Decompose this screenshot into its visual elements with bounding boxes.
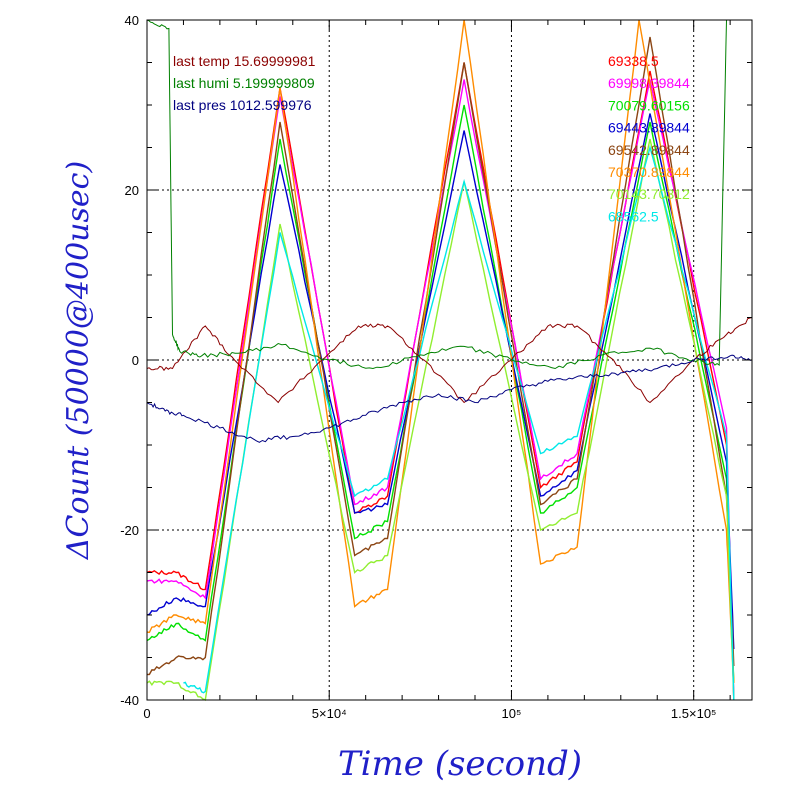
y-tick-label: 40 xyxy=(125,13,139,28)
legend-entry: 69542.89844 xyxy=(608,142,690,158)
series-line-7 xyxy=(183,144,735,701)
y-tick-label: -40 xyxy=(120,693,139,708)
x-tick-label: 10⁵ xyxy=(502,706,522,721)
annotation-text: last pres 1012.599976 xyxy=(173,97,312,113)
x-axis-title: Time (second) xyxy=(338,744,582,784)
y-tick-label: 20 xyxy=(125,183,139,198)
legend-entry: 68562.5 xyxy=(608,208,659,224)
legend-entry: 70370.89844 xyxy=(608,164,690,180)
y-tick-label: 0 xyxy=(132,353,139,368)
series-line-5 xyxy=(146,19,735,684)
legend-entry: 69443.89844 xyxy=(608,120,690,136)
x-tick-label: 5×10⁴ xyxy=(312,706,347,721)
series-line-1 xyxy=(146,79,735,701)
series-line-3 xyxy=(146,113,735,650)
x-tick-labels: 0 5×10⁴ 10⁵ 1.5×10⁵ xyxy=(143,706,716,721)
annotation-text: last humi 5.199999809 xyxy=(173,75,315,91)
series-line-9 xyxy=(146,19,727,370)
legend-entry: 70143.70312 xyxy=(608,186,690,202)
y-tick-labels: -40 -20 0 20 40 xyxy=(120,13,139,708)
x-tick-label: 1.5×10⁵ xyxy=(671,706,717,721)
annotation-text: last temp 15.69999981 xyxy=(173,53,316,69)
x-tick-label: 0 xyxy=(143,706,150,721)
plot-frame xyxy=(146,19,753,701)
series-group xyxy=(146,19,753,702)
series-line-10 xyxy=(146,354,753,443)
legend-entry: 69998.39844 xyxy=(608,75,690,91)
y-tick-label: -20 xyxy=(120,523,139,538)
legend: 69338.5 69998.39844 70079.60156 69443.89844… xyxy=(608,53,690,224)
y-axis-title: ΔCount (50000@400usec) xyxy=(61,161,96,560)
legend-entry: 69338.5 xyxy=(608,53,659,69)
annotations-left: last temp 15.69999981 last humi 5.1999998… xyxy=(173,53,316,113)
legend-entry: 70079.60156 xyxy=(608,97,690,113)
